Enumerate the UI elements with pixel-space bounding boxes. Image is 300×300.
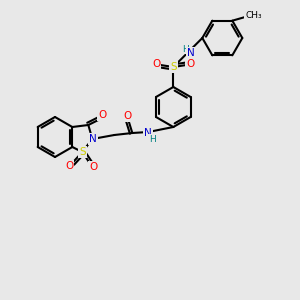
Text: O: O xyxy=(123,111,131,121)
Text: S: S xyxy=(79,147,86,157)
Text: O: O xyxy=(186,59,194,69)
Text: O: O xyxy=(98,110,106,120)
Text: O: O xyxy=(89,162,98,172)
Text: S: S xyxy=(170,62,177,72)
Text: O: O xyxy=(65,161,74,171)
Text: N: N xyxy=(144,128,152,138)
Text: N: N xyxy=(188,48,195,58)
Text: H: H xyxy=(182,44,189,53)
Text: N: N xyxy=(89,134,97,144)
Text: CH₃: CH₃ xyxy=(245,11,262,20)
Text: O: O xyxy=(152,59,160,69)
Text: H: H xyxy=(149,134,156,143)
